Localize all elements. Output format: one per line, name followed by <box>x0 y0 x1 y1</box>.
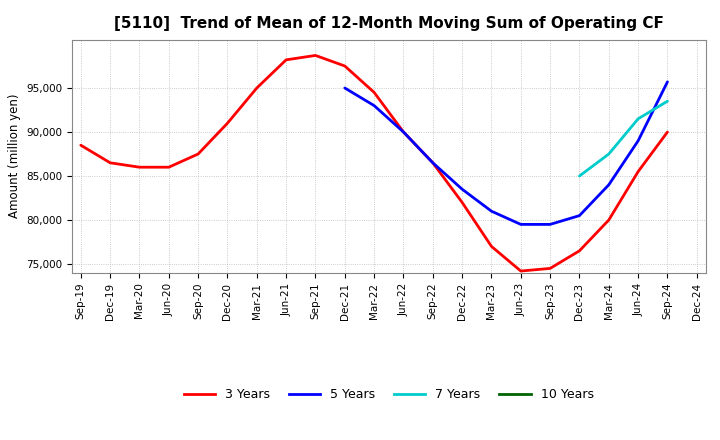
Title: [5110]  Trend of Mean of 12-Month Moving Sum of Operating CF: [5110] Trend of Mean of 12-Month Moving … <box>114 16 664 32</box>
Y-axis label: Amount (million yen): Amount (million yen) <box>8 94 21 218</box>
Legend: 3 Years, 5 Years, 7 Years, 10 Years: 3 Years, 5 Years, 7 Years, 10 Years <box>179 384 598 407</box>
